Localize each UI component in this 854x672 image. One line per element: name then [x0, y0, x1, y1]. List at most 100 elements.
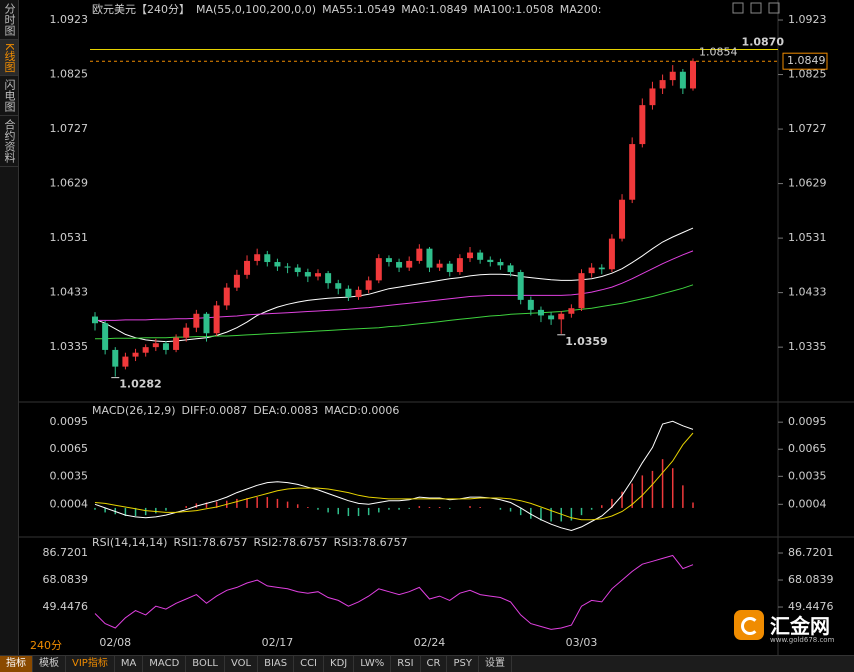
- x-tick-label: 02/17: [262, 636, 294, 649]
- y-tick-label: 0.0004: [50, 497, 89, 510]
- y-tick-label: 1.0531: [788, 231, 827, 244]
- candle-body: [385, 258, 392, 263]
- y-tick-label: 0.0095: [788, 415, 827, 428]
- candle-body: [355, 289, 362, 298]
- candle-body: [679, 71, 686, 89]
- y-tick-label: 1.0433: [788, 286, 827, 299]
- candle-body: [446, 263, 453, 273]
- candle-body: [193, 313, 200, 328]
- toolbar-tab[interactable]: VIP指标: [66, 656, 115, 672]
- logo-icon: [734, 610, 764, 640]
- toolbar-tab[interactable]: LW%: [354, 656, 392, 672]
- logo-name: 汇金网: [770, 614, 830, 638]
- candle-body: [365, 280, 372, 290]
- toolbar-tab[interactable]: RSI: [391, 656, 421, 672]
- indicator-line: [95, 284, 694, 340]
- indicator-line: [94, 432, 694, 521]
- candle-body: [629, 144, 636, 200]
- y-tick-label: 68.0839: [43, 573, 89, 586]
- candle-body: [517, 272, 524, 300]
- toolbar-tab[interactable]: 设置: [479, 656, 512, 672]
- toolbar-tab[interactable]: MACD: [143, 656, 187, 672]
- toolbar: 指标 模板 VIP指标 MA MACD BOLL VOL BIAS CCI KDJ LW% RSI CR…: [0, 655, 854, 672]
- y-tick-label: 0.0035: [788, 469, 827, 482]
- candle-body: [649, 88, 656, 106]
- sidebar-tab[interactable]: K线图: [0, 40, 18, 77]
- high-label: 1.0854: [699, 45, 738, 58]
- legend-text: MA200:: [560, 3, 602, 16]
- toolbar-tab[interactable]: 模板: [33, 656, 66, 672]
- candle-body: [264, 254, 271, 263]
- candle-body: [578, 273, 585, 309]
- toolbar-tab[interactable]: CR: [421, 656, 448, 672]
- window-icon[interactable]: [732, 2, 744, 14]
- candle-body: [436, 263, 443, 268]
- legend-text: MA0:1.0849: [401, 3, 467, 16]
- indicator-line: [94, 227, 694, 343]
- sidebar: 分时图 K线图 闪电图 合约资料: [0, 0, 19, 655]
- toolbar-tab[interactable]: BIAS: [258, 656, 295, 672]
- last-price-box: [782, 52, 828, 70]
- candle-body: [112, 349, 119, 367]
- legend-text: RSI1:78.6757: [173, 536, 247, 549]
- legend-text: MACD:0.0006: [324, 404, 399, 417]
- candle-body: [396, 262, 403, 268]
- y-tick-label: 1.0727: [50, 122, 89, 135]
- candle-body: [598, 267, 605, 270]
- candle-body: [254, 254, 261, 261]
- window-icon[interactable]: [768, 2, 780, 14]
- candle-body: [558, 313, 565, 320]
- y-tick-label: 0.0065: [50, 442, 89, 455]
- legend-text: 欧元美元【240分】: [92, 3, 190, 16]
- candle-body: [345, 288, 352, 298]
- legend-text: DIFF:0.0087: [182, 404, 248, 417]
- candle-body: [152, 343, 159, 348]
- y-tick-label: 1.0727: [788, 122, 827, 135]
- candle-body: [284, 266, 291, 268]
- y-tick-label: 1.0629: [50, 177, 89, 190]
- interval-label[interactable]: 240分: [30, 639, 62, 652]
- y-tick-label: 1.0335: [788, 340, 827, 353]
- candle-body: [497, 262, 504, 266]
- sidebar-tab[interactable]: 合约资料: [0, 116, 18, 168]
- toolbar-tab[interactable]: KDJ: [324, 656, 355, 672]
- x-tick-label: 03/03: [566, 636, 598, 649]
- legend-text: RSI3:78.6757: [334, 536, 408, 549]
- y-tick-label: 86.7201: [788, 546, 834, 559]
- toolbar-tab[interactable]: MA: [115, 656, 144, 672]
- candle-body: [213, 305, 220, 334]
- last-price-label: 1.0849: [787, 54, 826, 67]
- candle-body: [568, 308, 575, 314]
- toolbar-tab[interactable]: CCI: [294, 656, 325, 672]
- toolbar-tab[interactable]: PSY: [447, 656, 479, 672]
- y-tick-label: 68.0839: [788, 573, 834, 586]
- sidebar-tab[interactable]: 闪电图: [0, 76, 18, 117]
- candle-body: [223, 287, 230, 306]
- candle-body: [173, 337, 180, 350]
- candle-body: [588, 267, 595, 274]
- candle-body: [203, 313, 210, 334]
- y-tick-label: 0.0065: [788, 442, 827, 455]
- candle-body: [142, 347, 149, 353]
- candle-body: [608, 238, 615, 270]
- x-tick-label: 02/08: [99, 636, 131, 649]
- toolbar-tab[interactable]: 指标: [0, 656, 33, 672]
- candle-body: [619, 199, 626, 239]
- legend-text: DEA:0.0083: [253, 404, 318, 417]
- candle-body: [233, 274, 240, 288]
- indicator-line: [95, 250, 694, 321]
- candle-body: [183, 327, 190, 338]
- y-tick-label: 1.0825: [788, 68, 827, 81]
- candle-body: [92, 316, 98, 324]
- toolbar-tab[interactable]: VOL: [225, 656, 259, 672]
- candle-body: [274, 262, 281, 267]
- low-label: 1.0359: [565, 335, 607, 348]
- candle-body: [102, 323, 109, 350]
- y-tick-label: 1.0629: [788, 177, 827, 190]
- indicator-line: [94, 554, 694, 630]
- candle-body: [416, 248, 423, 261]
- window-icon[interactable]: [750, 2, 762, 14]
- sidebar-tab[interactable]: 分时图: [0, 0, 18, 40]
- toolbar-tab[interactable]: BOLL: [186, 656, 225, 672]
